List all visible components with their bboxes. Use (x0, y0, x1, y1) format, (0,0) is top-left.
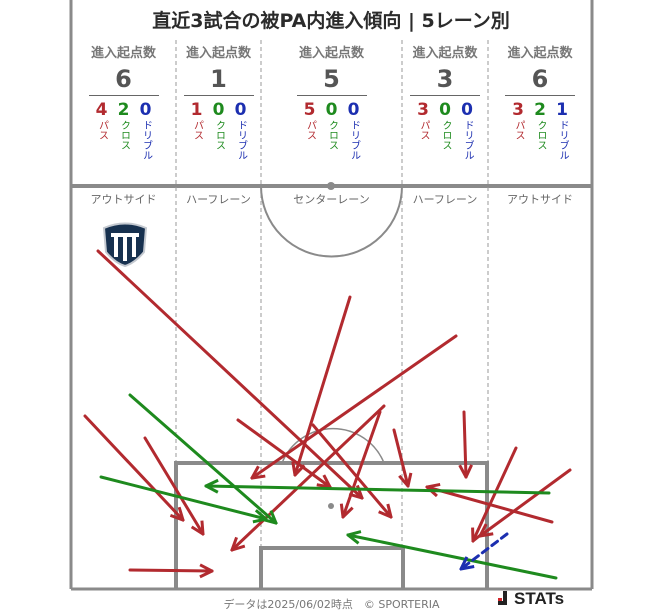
pass-arrow (464, 410, 466, 477)
center-circle (260, 185, 403, 258)
cross-label: クロス (213, 120, 225, 150)
cross-count: 0 (439, 100, 451, 120)
dribble-label: ドリブル (235, 120, 247, 160)
lane-total: 1 (210, 65, 227, 93)
pass-label: パス (304, 120, 316, 140)
lane-name-outside-left: アウトサイド (90, 193, 157, 206)
center-spot (327, 182, 335, 190)
pass-arrow (427, 487, 554, 524)
pass-label: パス (418, 120, 429, 140)
penalty-spot (328, 503, 334, 509)
cross-label: クロス (535, 120, 546, 150)
dribble-arrow (461, 532, 509, 569)
dribble-label: ドリブル (140, 120, 152, 160)
dribble-count: 0 (234, 100, 247, 120)
chart-title: 直近3試合の被PA内進入傾向 | 5レーン別 (152, 10, 510, 32)
divider (296, 95, 367, 96)
lane-total: 5 (323, 65, 340, 93)
lane-name-center: センターレーン (293, 193, 370, 206)
pass-arrow (252, 334, 458, 478)
dribble-label: ドリブル (348, 120, 360, 160)
lane-label: 進入起点数 (507, 46, 573, 61)
pass-count: 1 (190, 100, 203, 120)
pass-count: 5 (303, 100, 316, 120)
pass-arrow (236, 418, 330, 487)
cross-label: クロス (326, 120, 338, 150)
pass-arrow (480, 468, 572, 536)
cross-arrow (348, 535, 558, 580)
cross-label: クロス (118, 120, 130, 150)
dribble-arrows (461, 532, 509, 569)
cross-count: 2 (534, 100, 546, 120)
stats-mark-icon (498, 591, 507, 605)
lane-header-outside-right: 進入起点数 6 3 パス 2 クロス 1 ドリブル (488, 42, 592, 160)
pass-arrow (96, 249, 362, 498)
pass-count: 3 (417, 100, 429, 120)
pass-label: パス (513, 120, 524, 140)
divider (505, 95, 575, 96)
penalty-arc (281, 427, 385, 464)
cross-arrow (206, 486, 551, 495)
pass-arrow (343, 410, 382, 517)
lane-header-center: 進入起点数 5 5 パス 0 クロス 0 ドリブル (261, 42, 402, 160)
lane-header-halfspace-right: 進入起点数 3 3 パス 0 クロス 0 ドリブル (402, 42, 488, 160)
footer-note: データは2025/06/02時点 © SPORTERIA (223, 598, 440, 611)
lane-label: 進入起点数 (185, 46, 251, 61)
dribble-count: 0 (461, 100, 473, 120)
pass-arrow (143, 436, 203, 534)
club-crest-icon (102, 222, 148, 268)
dribble-count: 1 (556, 100, 568, 120)
cross-count: 0 (212, 100, 225, 120)
pass-arrow (128, 570, 212, 571)
penalty-area (174, 461, 489, 589)
lane-name-halfspace-left: ハーフレーン (186, 193, 251, 206)
goal-area (259, 546, 405, 589)
pass-arrow (232, 404, 386, 550)
divider (88, 95, 159, 96)
pass-arrows (83, 249, 572, 571)
lane-total: 6 (115, 65, 132, 93)
dribble-count: 0 (139, 100, 152, 120)
lane-label: 進入起点数 (412, 46, 478, 61)
cross-arrows (99, 393, 558, 580)
lane-name-halfspace-right: ハーフレーン (412, 193, 478, 206)
lane-header-outside-left: 進入起点数 6 4 パス 2 クロス 0 ドリブル (71, 42, 176, 160)
brand-text: STATs (514, 589, 565, 608)
pass-arrow (311, 423, 391, 517)
cross-arrow (128, 393, 276, 523)
cross-count: 0 (325, 100, 338, 120)
pass-arrow (83, 414, 183, 520)
pass-count: 4 (95, 100, 108, 120)
pass-arrow (392, 428, 408, 486)
pass-arrow (295, 295, 352, 475)
pass-count: 3 (512, 100, 524, 120)
cross-arrow (99, 475, 266, 519)
lane-label: 進入起点数 (90, 46, 156, 61)
pass-label: パス (191, 120, 203, 140)
dribble-label: ドリブル (557, 120, 568, 160)
divider (183, 95, 254, 96)
dribble-label: ドリブル (462, 120, 473, 160)
lane-header-halfspace-left: 進入起点数 1 1 パス 0 クロス 0 ドリブル (176, 42, 261, 160)
lane-total: 6 (531, 65, 549, 93)
lane-total: 3 (436, 65, 454, 93)
brand-logo: STATs (498, 589, 564, 609)
divider (410, 95, 480, 96)
lane-label: 進入起点数 (298, 46, 364, 61)
pass-label: パス (96, 120, 108, 140)
cross-label: クロス (440, 120, 451, 150)
dribble-count: 0 (347, 100, 360, 120)
lane-name-outside-right: アウトサイド (507, 193, 573, 206)
cross-count: 2 (117, 100, 130, 120)
